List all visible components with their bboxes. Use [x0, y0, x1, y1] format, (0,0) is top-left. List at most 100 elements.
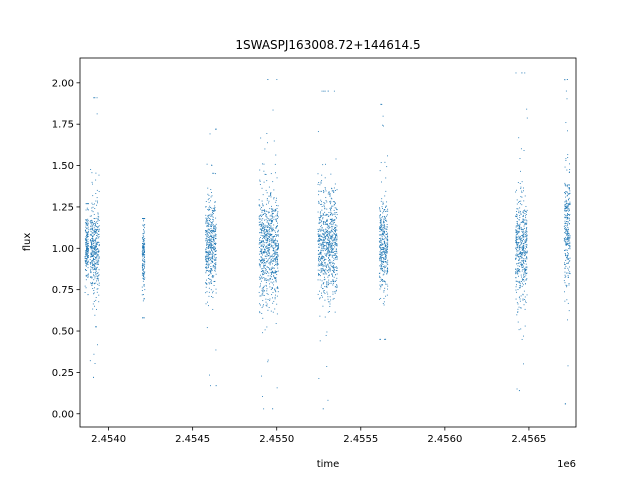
- data-point: [266, 245, 268, 247]
- data-point: [270, 310, 272, 312]
- data-point: [326, 270, 328, 272]
- data-point: [87, 248, 89, 250]
- data-point: [91, 276, 93, 278]
- data-point: [526, 237, 527, 239]
- data-point: [568, 217, 570, 219]
- data-point: [211, 257, 213, 259]
- data-point: [143, 236, 145, 238]
- data-point: [381, 242, 383, 244]
- data-point: [384, 195, 386, 197]
- data-point: [569, 243, 571, 244]
- data-point: [517, 255, 519, 257]
- data-point: [380, 269, 382, 271]
- data-point: [526, 108, 528, 110]
- data-point: [215, 247, 216, 249]
- data-point: [566, 221, 568, 223]
- data-point: [142, 253, 144, 254]
- data-point: [327, 232, 329, 234]
- data-point: [522, 245, 524, 247]
- data-point: [521, 240, 523, 241]
- data-point: [277, 229, 279, 231]
- data-point: [520, 243, 522, 245]
- data-point: [142, 244, 144, 246]
- data-point: [89, 215, 91, 217]
- data-point: [144, 256, 145, 258]
- data-point: [385, 254, 387, 256]
- data-point: [328, 237, 329, 239]
- data-point: [322, 190, 324, 191]
- data-point: [91, 266, 93, 268]
- data-point: [144, 224, 146, 226]
- data-point: [515, 225, 517, 227]
- data-point: [213, 256, 215, 258]
- data-point: [261, 225, 263, 227]
- data-point: [98, 191, 100, 193]
- data-point: [271, 228, 273, 230]
- data-point: [519, 235, 521, 237]
- data-point: [317, 265, 319, 267]
- data-point: [330, 245, 332, 247]
- data-point: [92, 228, 93, 230]
- data-point: [335, 203, 336, 205]
- data-point: [526, 235, 528, 237]
- data-point: [321, 296, 323, 298]
- data-point: [215, 230, 217, 232]
- data-point: [325, 222, 326, 224]
- data-point: [86, 232, 88, 233]
- data-point: [266, 199, 268, 201]
- data-point: [516, 225, 518, 227]
- data-point: [276, 248, 278, 250]
- data-point: [265, 189, 267, 191]
- data-point: [208, 224, 210, 226]
- data-point: [274, 254, 276, 256]
- data-point: [519, 258, 521, 259]
- data-point: [271, 208, 273, 210]
- data-point: [261, 261, 263, 263]
- data-point: [383, 248, 385, 250]
- data-point: [272, 408, 274, 410]
- data-point: [328, 232, 330, 234]
- data-point: [212, 218, 214, 220]
- data-point: [95, 222, 97, 224]
- data-point: [272, 260, 274, 262]
- data-point: [381, 230, 383, 232]
- data-point: [94, 208, 96, 210]
- data-point: [86, 263, 88, 265]
- data-point: [98, 245, 100, 247]
- data-point: [386, 220, 388, 222]
- data-point: [272, 236, 274, 238]
- data-point: [267, 361, 269, 363]
- data-point: [333, 248, 335, 250]
- data-point: [526, 252, 528, 254]
- data-point: [273, 216, 275, 218]
- data-point: [568, 209, 570, 210]
- data-point: [268, 240, 270, 242]
- data-point: [266, 203, 268, 205]
- data-point: [383, 301, 385, 303]
- data-point: [94, 258, 96, 260]
- data-point: [326, 208, 328, 210]
- data-point: [266, 229, 268, 231]
- data-point: [85, 279, 87, 281]
- data-point: [321, 261, 323, 263]
- data-point: [276, 222, 278, 224]
- data-point: [330, 237, 332, 239]
- data-point: [273, 259, 275, 261]
- data-point: [519, 200, 520, 202]
- data-point: [325, 237, 327, 239]
- data-point: [321, 263, 323, 265]
- data-point: [333, 239, 335, 241]
- data-point: [87, 255, 89, 256]
- data-point: [270, 260, 272, 262]
- data-point: [386, 226, 388, 228]
- data-point: [261, 230, 263, 231]
- data-point: [382, 247, 384, 249]
- data-point: [321, 215, 323, 217]
- data-point: [273, 242, 275, 244]
- data-point: [263, 265, 265, 267]
- data-point: [270, 272, 272, 274]
- data-point: [261, 248, 263, 250]
- data-point: [262, 287, 264, 289]
- data-point: [568, 233, 570, 235]
- data-point: [269, 234, 271, 236]
